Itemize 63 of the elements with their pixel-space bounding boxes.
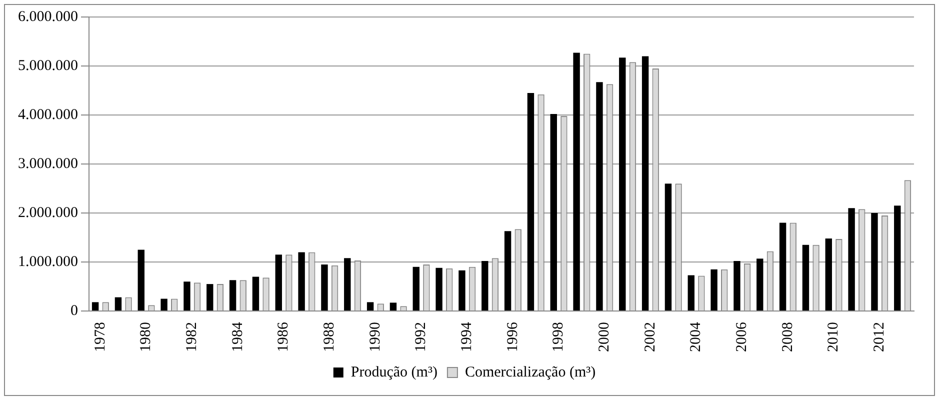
x-tick-label: 2012 — [872, 322, 888, 352]
y-tick-label: 5.000.000 — [18, 58, 78, 74]
x-tick-label: 1994 — [459, 322, 476, 352]
x-tick-label: 1998 — [550, 322, 567, 352]
bar — [184, 282, 190, 310]
bar — [642, 56, 649, 310]
bar — [664, 184, 672, 310]
bar — [825, 238, 832, 310]
x-tick-label: 1990 — [367, 322, 384, 352]
bar — [756, 258, 764, 310]
bar — [160, 298, 168, 310]
bar — [573, 52, 580, 310]
y-tick-label: 3.000.000 — [18, 156, 78, 172]
bar — [619, 58, 626, 310]
bar — [344, 258, 351, 310]
bar — [550, 114, 557, 310]
bar — [688, 275, 694, 310]
bar — [458, 270, 466, 310]
y-tick-label: 1.000.000 — [18, 254, 78, 270]
bar — [114, 297, 122, 310]
x-tick-label: 1988 — [322, 322, 338, 352]
x-tick-label: 1980 — [138, 322, 154, 352]
x-tick-label: 1984 — [230, 322, 246, 352]
bar — [229, 280, 236, 310]
bar — [436, 268, 442, 310]
x-tick-label: 1996 — [504, 322, 521, 352]
bar — [596, 82, 603, 310]
bar — [894, 206, 901, 310]
bar — [298, 252, 305, 310]
legend-label: Produção (m³) — [350, 364, 438, 380]
y-tick-label: 0 — [70, 302, 78, 319]
bar — [252, 276, 260, 310]
legend-label: Comercialização (m³) — [464, 364, 596, 380]
x-tick-label: 2004 — [688, 322, 704, 352]
bar — [390, 302, 397, 310]
x-tick-label: 1982 — [184, 322, 200, 352]
y-tick-label: 4.000.000 — [18, 106, 78, 123]
x-tick-label: 2008 — [780, 322, 796, 352]
x-tick-label: 2000 — [596, 322, 613, 352]
bar — [206, 284, 214, 310]
x-tick-label: 2002 — [642, 322, 658, 352]
bar — [802, 244, 810, 310]
x-tick-label: 1992 — [413, 322, 430, 352]
bar — [527, 92, 534, 310]
bar — [848, 208, 855, 310]
bar — [871, 213, 878, 310]
x-tick-label: 1986 — [276, 322, 292, 352]
bar — [321, 264, 328, 310]
y-tick-label: 6.000.000 — [18, 8, 78, 25]
bar — [482, 261, 488, 310]
bar — [779, 222, 786, 310]
bar — [275, 254, 282, 310]
bar — [504, 231, 512, 310]
x-tick-label: 2010 — [826, 322, 842, 352]
x-tick-label: 2006 — [734, 322, 750, 352]
bar — [734, 261, 740, 310]
bar — [412, 266, 420, 310]
bar — [92, 302, 99, 310]
bar — [366, 302, 374, 310]
bar — [138, 250, 144, 310]
bar — [710, 269, 718, 310]
y-tick-label: 2.000.000 — [18, 204, 78, 221]
x-tick-label: 1978 — [92, 322, 108, 352]
